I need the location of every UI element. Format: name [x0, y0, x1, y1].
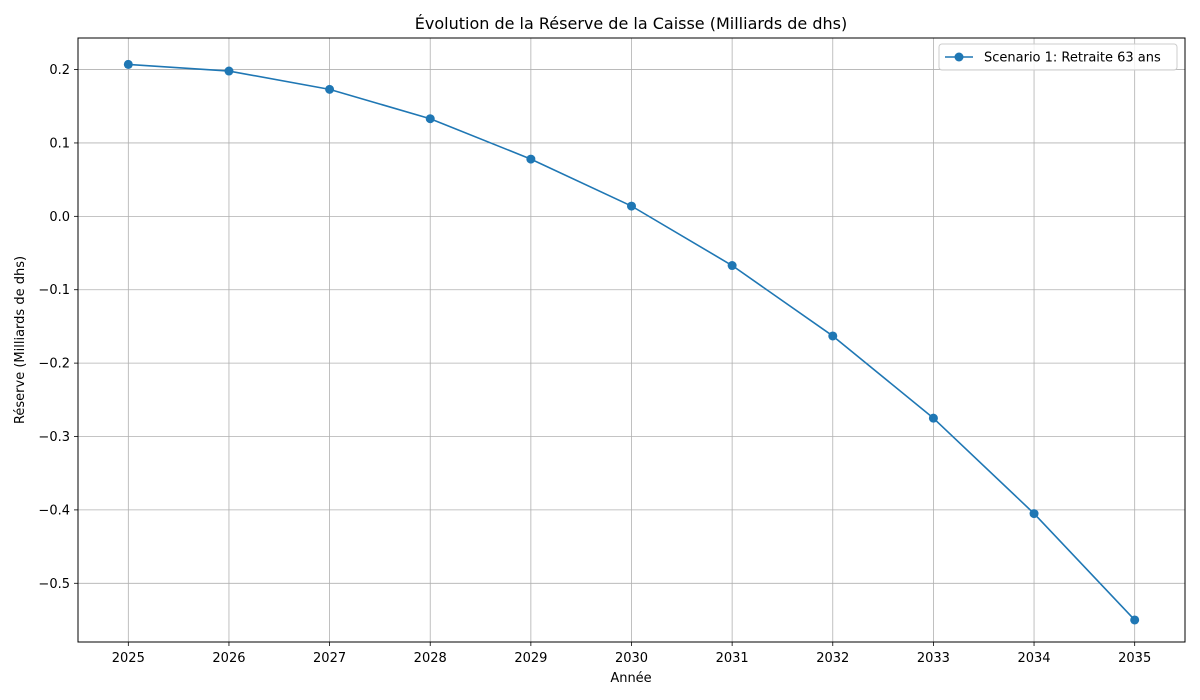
legend-box: [938, 43, 1178, 71]
data-point: [1130, 615, 1140, 625]
x-tick-label: 2029: [514, 651, 547, 666]
x-tick-label: 2034: [1017, 651, 1050, 666]
y-tick-label: −0.1: [38, 283, 70, 298]
x-tick-label: 2028: [414, 651, 447, 666]
legend: Scenario 1: Retraite 63 ans: [938, 43, 1178, 71]
x-tick-label: 2035: [1118, 651, 1151, 666]
y-tick-label: −0.3: [38, 430, 70, 445]
legend-marker-sample: [954, 52, 964, 62]
data-point: [928, 413, 938, 423]
grid-lines: [78, 38, 1185, 642]
x-tick-label: 2025: [112, 651, 145, 666]
y-tick-label: −0.4: [38, 503, 70, 518]
y-tick-label: −0.2: [38, 357, 70, 372]
data-point: [526, 154, 536, 164]
y-tick-label: 0.2: [49, 63, 70, 78]
data-point: [123, 59, 133, 69]
y-tick-label: 0.0: [49, 210, 70, 225]
data-point: [224, 66, 234, 76]
data-point: [727, 261, 737, 271]
x-tick-label: 2027: [313, 651, 346, 666]
data-point: [1029, 509, 1039, 519]
data-point: [325, 84, 335, 94]
y-tick-label: −0.5: [38, 577, 70, 592]
data-point: [627, 201, 636, 211]
x-tick-label: 2032: [816, 651, 849, 666]
data-point: [425, 114, 435, 124]
x-axis-label: Année: [610, 671, 651, 686]
x-axis: 2025 2026 2027 2028 2029 2030 2031 2032 2033 2034…: [112, 642, 1151, 666]
x-tick-label: 2031: [716, 651, 749, 666]
x-tick-label: 2026: [212, 651, 245, 666]
legend-entry-label: Scenario 1: Retraite 63 ans: [984, 51, 1161, 66]
y-tick-label: 0.1: [49, 136, 70, 151]
x-tick-label: 2030: [615, 651, 648, 666]
chart-title: Évolution de la Réserve de la Caisse (Mi…: [415, 14, 847, 33]
data-point: [828, 331, 838, 341]
y-axis-label: Réserve (Milliards de dhs): [13, 256, 28, 424]
series-layer: [123, 59, 1140, 625]
y-axis: 0.2 0.1 0.0 −0.1 −0.2 −0.3 −0.4 −0.5: [38, 63, 78, 592]
x-tick-label: 2033: [917, 651, 950, 666]
